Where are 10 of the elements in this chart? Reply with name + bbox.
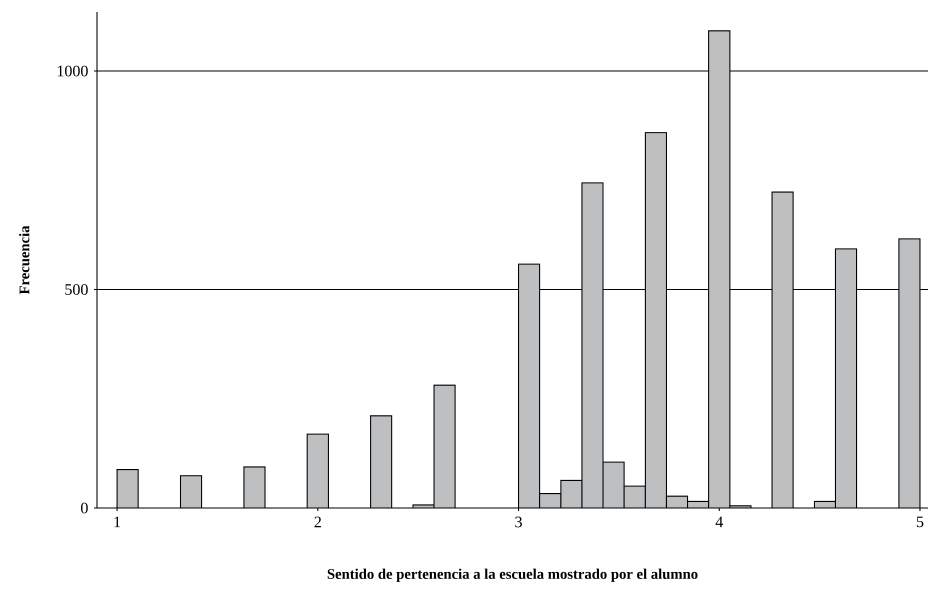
x-tick-label: 4 xyxy=(716,516,724,528)
y-tick-label: 0 xyxy=(81,502,88,514)
y-axis-title: Frecuencia xyxy=(19,226,30,294)
x-tick-label: 2 xyxy=(314,516,321,528)
x-tick-label: 5 xyxy=(916,516,924,528)
x-tick-label: 3 xyxy=(515,516,522,528)
x-tick-label: 1 xyxy=(114,516,120,528)
y-tick-label: 500 xyxy=(65,284,88,295)
y-tick-label: 1000 xyxy=(58,66,88,76)
x-axis-title: Sentido de pertenencia a la escuela mostrado por el alumno xyxy=(328,568,698,582)
